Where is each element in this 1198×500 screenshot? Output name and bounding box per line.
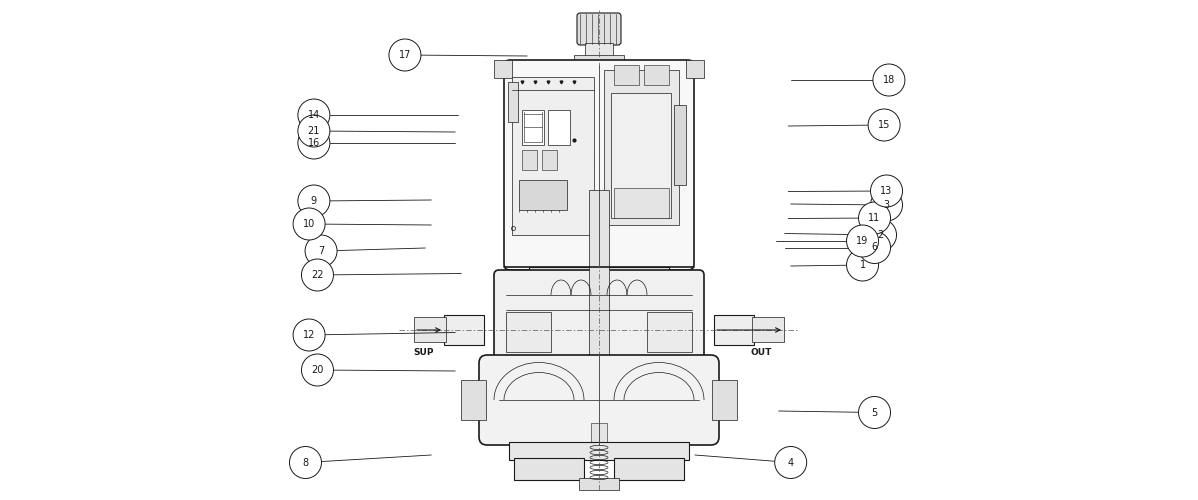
Circle shape [298,99,329,131]
Bar [645,65,668,85]
FancyBboxPatch shape [494,270,704,360]
FancyBboxPatch shape [504,60,694,270]
Circle shape [389,39,420,71]
Text: 22: 22 [311,270,323,280]
Bar [647,312,692,352]
Circle shape [859,202,890,234]
Bar [506,312,551,352]
Text: 7: 7 [317,246,325,256]
Text: 12: 12 [303,330,315,340]
Circle shape [290,446,321,478]
Text: 18: 18 [883,75,895,85]
Circle shape [847,249,878,281]
Circle shape [873,64,904,96]
Text: 14: 14 [308,110,320,120]
FancyBboxPatch shape [577,13,621,45]
Text: 9: 9 [310,196,317,206]
Bar [461,380,486,420]
Bar [574,55,624,65]
Bar [530,267,668,282]
FancyBboxPatch shape [479,355,719,445]
Bar [752,317,783,342]
Bar [585,43,613,58]
Bar [714,315,754,345]
Bar [604,70,679,225]
Circle shape [294,208,325,240]
Bar [686,60,704,78]
Bar [615,458,684,480]
Bar [611,93,671,218]
Text: 1: 1 [859,260,866,270]
Circle shape [859,396,890,428]
Bar [579,478,619,490]
Text: 8: 8 [302,458,309,468]
Circle shape [871,189,902,221]
Text: 15: 15 [878,120,890,130]
Bar [589,190,609,360]
Text: 5: 5 [871,408,878,418]
Bar [615,188,668,218]
Circle shape [298,115,329,147]
Circle shape [775,446,806,478]
Text: 13: 13 [881,186,893,196]
Circle shape [847,225,878,257]
Text: 19: 19 [857,236,869,246]
Bar [509,442,689,460]
Text: OUT: OUT [750,348,772,357]
Text: 20: 20 [311,365,323,375]
Circle shape [298,185,329,217]
Text: 4: 4 [787,458,794,468]
Text: 11: 11 [869,213,881,223]
Bar [512,77,594,235]
Circle shape [305,235,337,267]
Circle shape [294,319,325,351]
Text: 16: 16 [308,138,320,148]
Circle shape [298,127,329,159]
Bar [514,458,583,480]
Bar [415,317,446,342]
Text: 6: 6 [871,242,878,252]
Text: 17: 17 [399,50,411,60]
Text: 2: 2 [877,230,884,240]
Bar [522,150,537,170]
Bar [547,110,570,145]
Bar [522,110,544,145]
Circle shape [869,109,900,141]
Text: 10: 10 [303,219,315,229]
Bar [508,82,518,122]
Bar [712,380,737,420]
Bar [591,423,607,443]
Circle shape [302,259,333,291]
Text: 21: 21 [308,126,320,136]
Bar [541,150,557,170]
Bar [444,315,484,345]
Text: 3: 3 [883,200,890,210]
Bar [615,65,639,85]
Bar [494,60,512,78]
Circle shape [865,219,896,251]
Circle shape [871,175,902,207]
Bar [674,105,686,185]
Circle shape [859,232,890,264]
Bar [519,180,567,210]
Text: SUP: SUP [413,348,434,357]
Circle shape [302,354,333,386]
